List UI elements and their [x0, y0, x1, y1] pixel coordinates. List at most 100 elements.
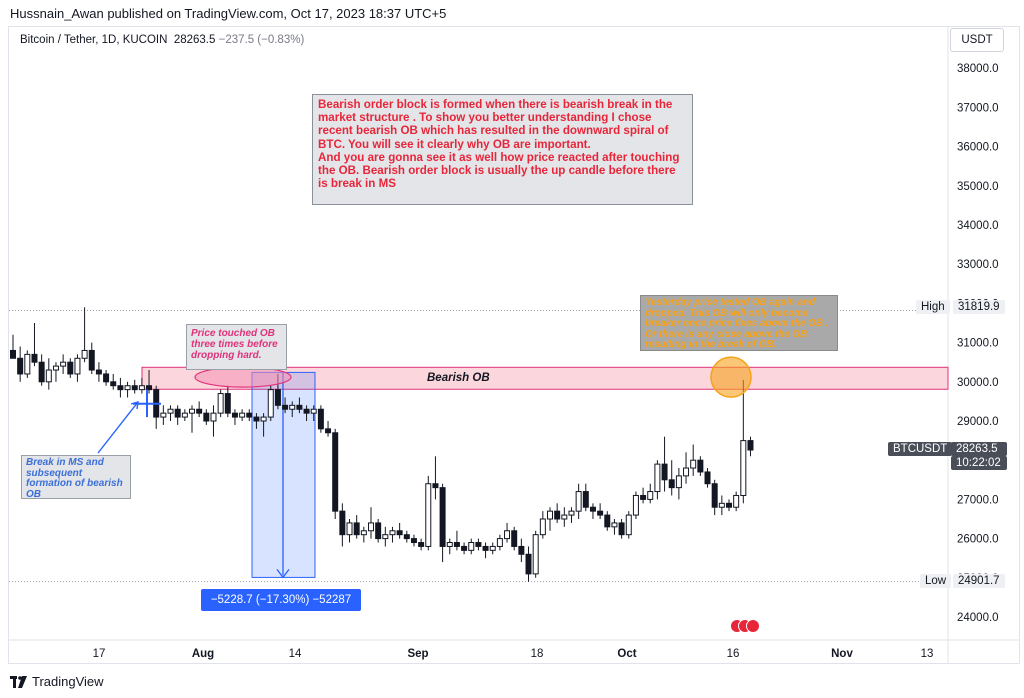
candle-body [733, 494, 740, 508]
candle-body [611, 522, 618, 528]
candle-body [403, 534, 410, 540]
candle-body [45, 369, 52, 383]
brand-name: TradingView [32, 674, 104, 689]
candle-body [146, 385, 153, 391]
candle-body [138, 385, 145, 391]
symbol-price: 28263.5 [173, 34, 216, 46]
x-tick-label: 18 [531, 648, 544, 660]
high-value-tag: 31819.9 [953, 300, 1005, 314]
symbol-legend: Bitcoin / Tether, 1D, KUCOIN 28263.5 −23… [20, 34, 304, 46]
candle-body [726, 502, 732, 508]
candle-body [711, 483, 718, 508]
low-label-tag: Low [920, 574, 952, 588]
candle-body [317, 408, 324, 430]
candle-body [60, 361, 67, 367]
candle-body [554, 510, 561, 520]
candle-body [504, 530, 511, 540]
candle-body [618, 522, 625, 536]
x-tick-label: 16 [727, 648, 740, 660]
candle-body [547, 510, 553, 520]
main-annotation[interactable]: Bearish order block is formed when there… [312, 94, 693, 205]
candle-body [647, 491, 654, 500]
candle-body [668, 479, 675, 489]
candle-body [418, 542, 425, 547]
ob-retest-circle [710, 356, 752, 398]
y-tick-label: 24000.0 [957, 612, 999, 624]
candle-body [339, 510, 346, 536]
blue-annotation[interactable]: Break in MS and subsequent formation of … [21, 455, 131, 499]
measure-arrowhead [276, 569, 290, 579]
candle-body [282, 404, 289, 410]
candle-body [382, 534, 389, 540]
candle-body [446, 542, 453, 547]
candle-body [231, 412, 238, 418]
candle-body [740, 440, 747, 496]
x-tick-label: Nov [831, 648, 853, 660]
low-value-tag: 24901.7 [953, 574, 1005, 588]
candle-body [640, 494, 647, 500]
y-tick-label: 30000.0 [957, 377, 999, 389]
candle-body [210, 412, 217, 422]
candle-body [582, 491, 589, 508]
candle-body [525, 553, 532, 575]
pink-annotation[interactable]: Price touched OB three times before drop… [186, 324, 287, 370]
tradingview-brand[interactable]: TradingView [10, 674, 104, 689]
candle-body [697, 459, 704, 473]
candle-body [181, 412, 188, 418]
currency-button[interactable]: USDT [950, 28, 1004, 52]
candle-body [461, 545, 468, 551]
ob-touch-ellipse [194, 366, 292, 388]
x-tick-label: 17 [93, 648, 106, 660]
candle-body [239, 412, 246, 418]
candle-body [260, 416, 267, 422]
candle-body [332, 432, 339, 512]
candle-body [346, 522, 353, 536]
candle-body [174, 408, 181, 418]
candle-body [124, 385, 131, 391]
candle-body [575, 491, 582, 512]
candle-body [131, 385, 138, 391]
candle-body [253, 416, 260, 422]
candle-body [632, 494, 639, 516]
candle-body [81, 349, 88, 359]
candle-body [267, 389, 274, 418]
symbol-name[interactable]: Bitcoin / Tether, 1D, KUCOIN [20, 34, 168, 46]
earnings-flags[interactable] [730, 619, 770, 635]
candle-body [246, 412, 253, 418]
candle-body [489, 545, 496, 551]
last-price-tag: 28263.5 [951, 442, 1007, 456]
candle-body [389, 530, 396, 536]
y-tick-label: 27000.0 [957, 494, 999, 506]
y-tick-label: 35000.0 [957, 181, 999, 193]
y-tick-label: 34000.0 [957, 220, 999, 232]
y-tick-label: 29000.0 [957, 416, 999, 428]
y-tick-label: 38000.0 [957, 63, 999, 75]
candle-body [103, 373, 110, 383]
candle-body [511, 530, 518, 547]
candle-body [518, 545, 525, 555]
publisher-line: Hussnain_Awan published on TradingView.c… [10, 6, 447, 21]
candle-body [654, 463, 661, 493]
ms-break-arrow [97, 401, 139, 454]
candle-body [747, 440, 754, 451]
candle-body [453, 542, 460, 547]
candle-body [88, 349, 95, 371]
measure-label[interactable]: −5228.7 (−17.30%) −52287 [201, 589, 361, 611]
candle-body [360, 530, 367, 536]
symbol-change: −237.5 (−0.83%) [218, 34, 305, 46]
candle-body [189, 408, 195, 414]
candle-body [24, 353, 31, 375]
candle-body [117, 385, 124, 391]
candle-body [353, 522, 360, 536]
candle-body [17, 357, 24, 375]
candle-body [718, 502, 725, 508]
candle-body [439, 487, 446, 547]
order-block-label: Bearish OB [427, 372, 490, 384]
candle-body [532, 534, 539, 575]
candle-body [224, 393, 231, 414]
candle-body [496, 538, 503, 547]
orange-annotation[interactable]: Yesterday price tested OB again and drop… [640, 295, 838, 351]
candle-body [167, 408, 174, 414]
y-tick-label: 31000.0 [957, 338, 999, 350]
candle-body [10, 349, 16, 359]
